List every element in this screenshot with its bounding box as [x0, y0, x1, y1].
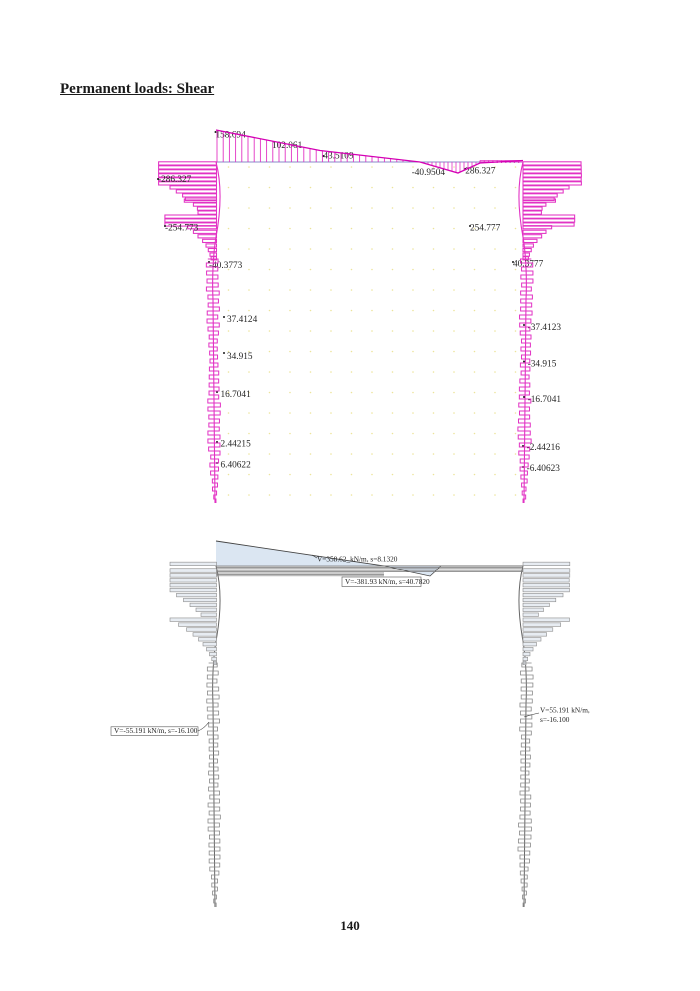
svg-text:16.7041: 16.7041: [221, 390, 252, 400]
svg-text:-254.773: -254.773: [165, 224, 199, 234]
svg-text:-2.44216: -2.44216: [527, 443, 561, 453]
svg-text:37.4124: 37.4124: [227, 315, 258, 325]
svg-text:V=55.191 kN/m,: V=55.191 kN/m,: [540, 706, 590, 715]
svg-text:2.44215: 2.44215: [221, 440, 252, 450]
svg-text:V=-55.191 kN/m, s=-16.100: V=-55.191 kN/m, s=-16.100: [114, 726, 198, 735]
svg-text:-286.327: -286.327: [158, 175, 192, 185]
svg-text:V=-381.93 kN/m, s=40.7820: V=-381.93 kN/m, s=40.7820: [345, 577, 430, 586]
svg-text:-6.40623: -6.40623: [527, 464, 561, 474]
svg-text:V=358.62_kN/m, s=8.1320: V=358.62_kN/m, s=8.1320: [317, 555, 398, 564]
svg-text:40.3777: 40.3777: [513, 260, 544, 270]
svg-text:6.40622: 6.40622: [221, 461, 252, 471]
svg-text:-34.915: -34.915: [528, 360, 557, 370]
svg-text:34.915: 34.915: [227, 352, 253, 362]
svg-text:-16.7041: -16.7041: [528, 395, 562, 405]
svg-text:s=-16.100: s=-16.100: [540, 715, 570, 724]
svg-text:-37.4123: -37.4123: [528, 323, 562, 333]
svg-text:254.777: 254.777: [470, 224, 501, 234]
svg-text:-40.9504: -40.9504: [412, 168, 446, 178]
